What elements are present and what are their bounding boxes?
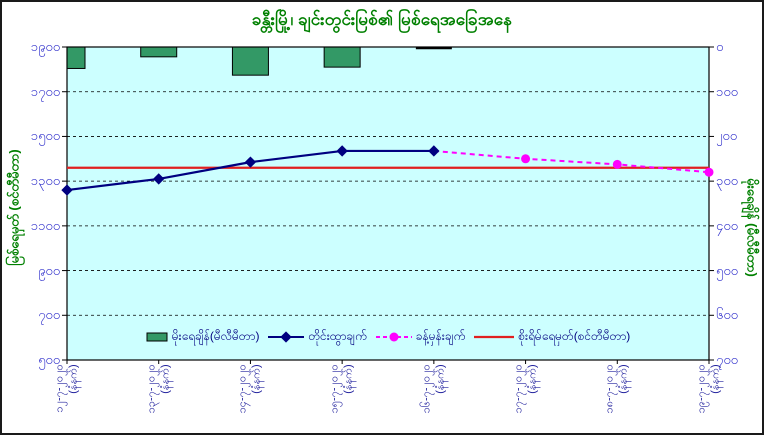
forecast-line <box>433 149 710 174</box>
legend-item-danger-level: စိုးရိမ်ရေမှတ်(စင်တီမီတာ) <box>474 328 630 346</box>
legend-label-danger-level: စိုးရိမ်ရေမှတ်(စင်တီမီတာ) <box>518 329 631 343</box>
legend-label-forecast: ခန့်မှန်းချက် <box>415 329 466 343</box>
measured-point <box>428 145 440 157</box>
legend-item-forecast: ခန့်မှန်းချက် <box>375 328 466 346</box>
rainfall-bar <box>140 46 178 58</box>
legend-bar-swatch-icon <box>146 332 168 342</box>
rainfall-bar <box>231 46 269 76</box>
measured-point <box>153 173 165 185</box>
plot-area <box>67 47 709 360</box>
right-axis-title: မိုးရေချိန် (မီလီမီတာ) <box>744 178 760 277</box>
legend-forecast-line-icon <box>375 332 412 342</box>
legend-item-rainfall: မိုးရေချိန်(မီလီမီတာ) <box>146 328 260 346</box>
measured-point <box>244 156 257 168</box>
rainfall-bar <box>323 46 361 68</box>
forecast-point <box>704 167 714 177</box>
legend-label-measured: တိုင်းထွာချက် <box>308 329 367 343</box>
forecast-point <box>521 154 531 164</box>
rainfall-bar <box>66 46 86 69</box>
legend-item-measured: တိုင်းထွာချက် <box>268 328 367 346</box>
plot-border <box>66 46 710 361</box>
measured-point <box>336 145 348 157</box>
legend-label-rainfall: မိုးရေချိန်(မီလီမီတာ) <box>171 329 260 343</box>
legend-measured-line-icon <box>268 331 305 343</box>
legend-danger-line-icon <box>474 335 515 339</box>
forecast-point <box>612 159 622 169</box>
left-axis-title: မြစ်ရေမှတ် (စင်တီမီတာ) <box>6 149 22 266</box>
chart-title: ခန္တီးမြို့၊ ချင်းတွင်းမြစ်၏ မြစ်ရေအခြေအ… <box>252 10 512 29</box>
chart-legend: မိုးရေချိန်(မီလီမီတာ) တိုင်းထွာချက် ခန့်… <box>67 327 709 347</box>
